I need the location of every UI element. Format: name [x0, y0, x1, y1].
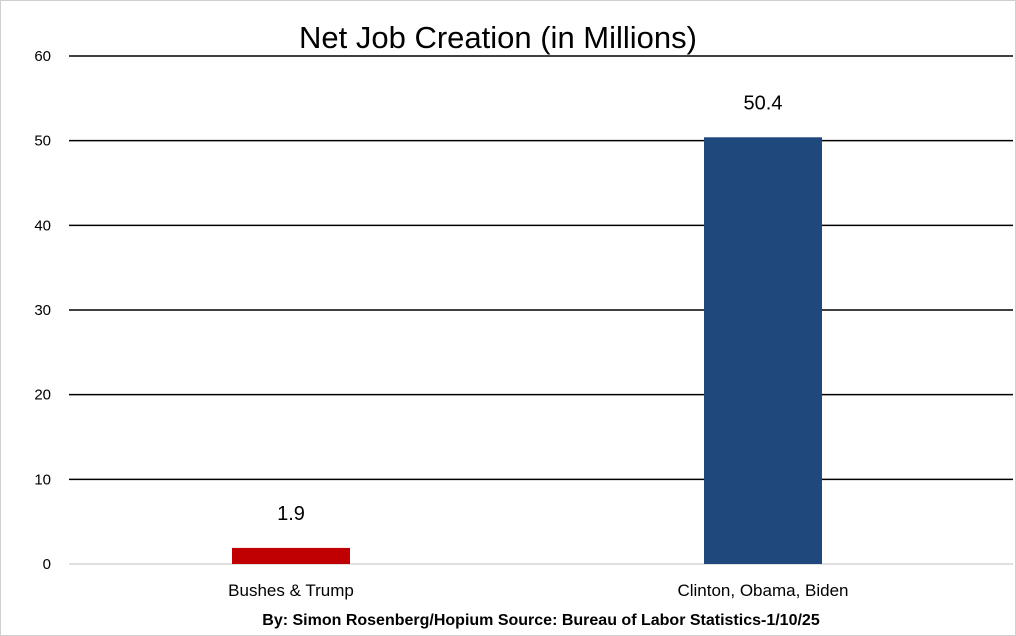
y-tick-label: 50	[34, 133, 51, 150]
gridlines	[69, 55, 1013, 565]
bar-1	[232, 547, 350, 564]
y-tick-label: 40	[34, 217, 51, 234]
y-tick-label: 0	[43, 556, 51, 573]
y-tick-label: 60	[34, 48, 51, 65]
data-label: 50.4	[744, 92, 783, 114]
category-label: Bushes & Trump	[228, 581, 354, 600]
y-tick-label: 20	[34, 387, 51, 404]
y-tick-label: 30	[34, 302, 51, 319]
x-axis-category-labels: Bushes & Trump Clinton, Obama, Biden	[228, 581, 848, 600]
chart-title: Net Job Creation (in Millions)	[299, 20, 697, 55]
y-axis-tick-labels: 0 10 20 30 40 50 60	[34, 48, 51, 573]
bar-2	[704, 137, 822, 564]
bars	[232, 137, 822, 564]
source-note: By: Simon Rosenberg/Hopium Source: Burea…	[262, 612, 820, 629]
category-label: Clinton, Obama, Biden	[677, 581, 848, 600]
data-labels: 1.9 50.4	[277, 92, 782, 525]
data-label: 1.9	[277, 503, 305, 525]
y-tick-label: 10	[34, 471, 51, 488]
